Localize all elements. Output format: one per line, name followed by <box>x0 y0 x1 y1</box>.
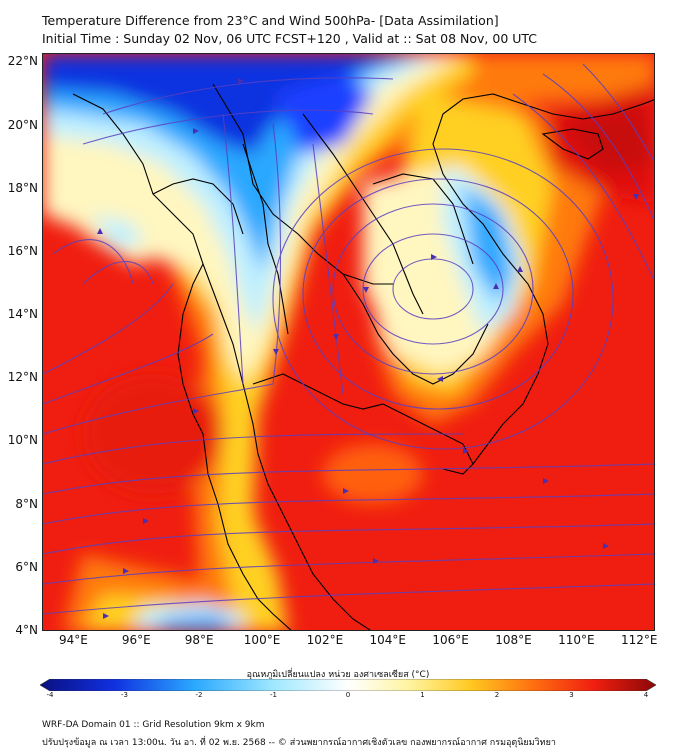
colorbar-tick-label: 2 <box>494 691 500 699</box>
colorbar-tick-label: 3 <box>569 691 574 699</box>
colorbar <box>40 679 656 691</box>
lat-tick-label: 12°N <box>7 370 38 385</box>
lat-tick-label: 8°N <box>15 496 38 511</box>
lat-tick-label: 22°N <box>7 54 38 69</box>
lon-tick-label: 100°E <box>243 633 281 647</box>
lat-tick-label: 20°N <box>7 117 38 132</box>
lat-tick-label: 14°N <box>7 307 38 322</box>
colorbar-tick-label: 1 <box>420 691 425 699</box>
lon-tick-label: 102°E <box>306 633 344 647</box>
lon-tick-label: 106°E <box>432 633 469 647</box>
lon-tick-label: 98°E <box>184 633 214 647</box>
colorbar-tick-label: 0 <box>345 691 351 699</box>
lon-tick-label: 94°E <box>58 633 88 647</box>
lat-tick-label: 6°N <box>15 559 38 574</box>
lat-tick-label: 16°N <box>7 243 38 258</box>
map-frame[interactable] <box>42 53 655 631</box>
lon-tick-label: 110°E <box>558 633 595 647</box>
colorbar-tick-label: -4 <box>46 691 54 699</box>
footer-domain-info: WRF-DA Domain 01 :: Grid Resolution 9km … <box>42 720 265 730</box>
lon-tick-label: 112°E <box>621 633 658 647</box>
lat-tick-label: 4°N <box>15 623 38 637</box>
map-title: Temperature Difference from 23°C and Win… <box>42 13 499 28</box>
colorbar-tick-label: -3 <box>121 691 128 699</box>
lon-tick-label: 104°E <box>369 633 407 647</box>
colorbar-tick-label: 4 <box>643 691 649 699</box>
colorbar-tick-label: -1 <box>270 691 277 699</box>
lat-tick-label: 10°N <box>7 433 38 448</box>
footer-credit: ปรับปรุงข้อมูล ณ เวลา 13:00น. วัน อา. ที… <box>42 738 556 748</box>
lat-tick-label: 18°N <box>7 180 38 195</box>
lon-tick-label: 96°E <box>121 633 151 647</box>
colorbar-tick-label: -2 <box>195 691 203 699</box>
map-subtitle: Initial Time : Sunday 02 Nov, 06 UTC FCS… <box>42 31 538 46</box>
lon-tick-label: 108°E <box>495 633 532 647</box>
colorbar-title: อุณหภูมิเปลี่ยนแปลง หน่วย องศาเซลเซียส (… <box>246 670 430 680</box>
temperature-map <box>43 54 654 630</box>
